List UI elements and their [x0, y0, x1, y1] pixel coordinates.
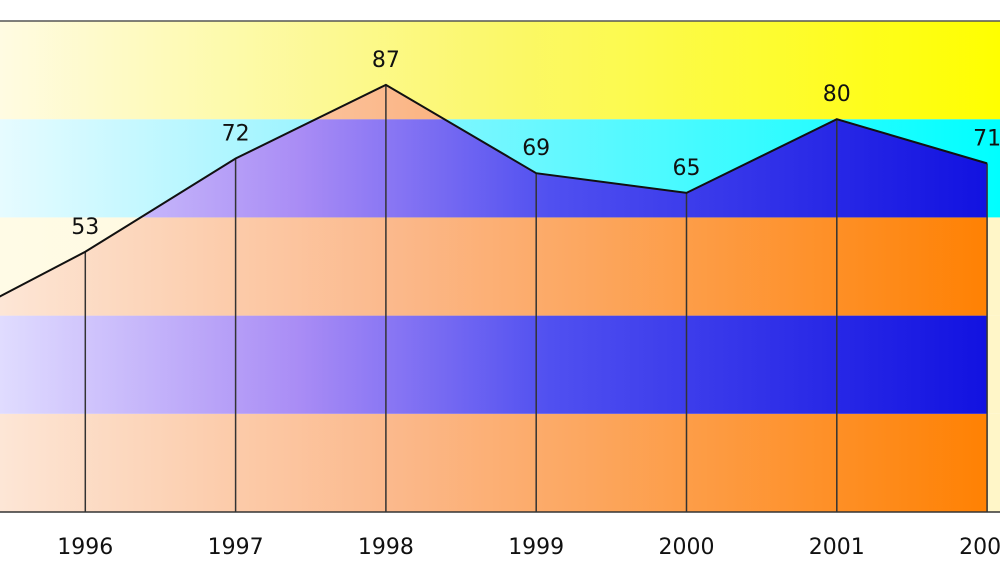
- background-band: [0, 21, 1000, 120]
- data-label: 72: [222, 121, 250, 146]
- area-band: [0, 315, 988, 414]
- line: [0, 83, 988, 298]
- x-tick-label: 2002: [959, 535, 1000, 560]
- data-label: 80: [823, 82, 851, 107]
- area-band: [0, 413, 988, 512]
- x-tick-label: 1998: [358, 535, 414, 560]
- x-tick-label: 2001: [809, 535, 865, 560]
- x-tick-label: 2000: [659, 535, 715, 560]
- data-label: 71: [973, 126, 1000, 151]
- data-label: 65: [673, 156, 701, 181]
- data-label: 53: [71, 215, 99, 240]
- x-tick-label: 1997: [208, 535, 264, 560]
- area-band: [0, 217, 988, 316]
- data-label: 69: [522, 136, 550, 161]
- plot-foreground: 53 1996 72 1997 87 1998 69 1999 65 2000 80 2001 71 20…: [0, 20, 1000, 560]
- x-tick-label: 1996: [57, 535, 113, 560]
- x-tick-label: 1999: [508, 535, 564, 560]
- data-label: 87: [372, 48, 400, 73]
